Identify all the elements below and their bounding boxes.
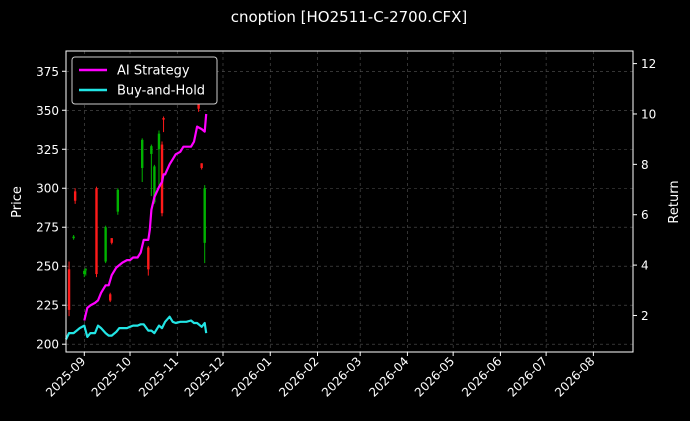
buy-and-hold-line (65, 315, 208, 340)
y-axis-left: 200 225 250 275 300 325 350 375 (36, 65, 66, 352)
y2-tick-label: 12 (641, 57, 656, 71)
candle-body (162, 118, 165, 120)
y2-tick-label: 8 (641, 158, 649, 172)
candle-body (150, 146, 153, 154)
candle (116, 188, 120, 215)
y-tick-label: 200 (36, 338, 59, 352)
y-axis-label-right: Return (667, 180, 682, 223)
candle-body (116, 189, 120, 212)
candle (200, 163, 203, 170)
candle-body (109, 294, 112, 301)
candle (141, 138, 144, 183)
candle-body (141, 139, 144, 168)
candle-body (72, 236, 75, 239)
legend-label-ai: AI Strategy (117, 64, 190, 79)
candle-body (104, 227, 107, 262)
plot-frame (65, 50, 634, 353)
candle (95, 186, 98, 278)
candle (72, 235, 75, 240)
candle-body (197, 100, 200, 109)
y-tick-label: 350 (36, 104, 59, 118)
candle (84, 267, 88, 276)
candle-body (83, 270, 86, 275)
candle-body (153, 166, 156, 203)
grid (66, 51, 633, 352)
candle-body (147, 247, 150, 270)
legend: AI Strategy Buy-and-Hold (71, 56, 218, 105)
candle (104, 225, 107, 264)
candle-body (203, 188, 206, 243)
y2-tick-label: 4 (641, 259, 649, 273)
candle-body (67, 269, 71, 310)
y-axis-right: 2 4 6 8 10 12 (633, 57, 656, 323)
y-tick-label: 375 (36, 65, 59, 79)
candle (150, 144, 153, 197)
y-tick-label: 300 (36, 182, 59, 196)
legend-label-bh: Buy-and-Hold (117, 84, 205, 99)
candle-body (95, 188, 98, 275)
candle-body (200, 163, 203, 168)
candle (203, 185, 206, 264)
chart-title: cnoption [HO2511-C-2700.CFX] (231, 8, 468, 26)
y-tick-label: 325 (36, 143, 59, 157)
candle-body (73, 191, 77, 201)
ai-strategy-line (83, 113, 208, 321)
candle (83, 269, 86, 278)
legend-box (71, 56, 218, 105)
candle (157, 130, 161, 189)
candle (110, 238, 113, 245)
candle (147, 245, 150, 276)
candle-body (157, 133, 161, 150)
candle (73, 188, 77, 204)
candle (109, 292, 112, 303)
y-tick-label: 225 (36, 299, 59, 313)
candle-body (110, 238, 113, 243)
candle (67, 261, 71, 317)
y-axis-label: Price (10, 186, 25, 218)
y-tick-label: 275 (36, 221, 59, 235)
return-lines (65, 113, 208, 340)
y-tick-label: 250 (36, 260, 59, 274)
y2-tick-label: 10 (641, 107, 656, 121)
candle (162, 116, 165, 133)
y2-tick-label: 6 (641, 208, 649, 222)
y2-tick-label: 2 (641, 309, 649, 323)
candle-body (84, 269, 88, 271)
